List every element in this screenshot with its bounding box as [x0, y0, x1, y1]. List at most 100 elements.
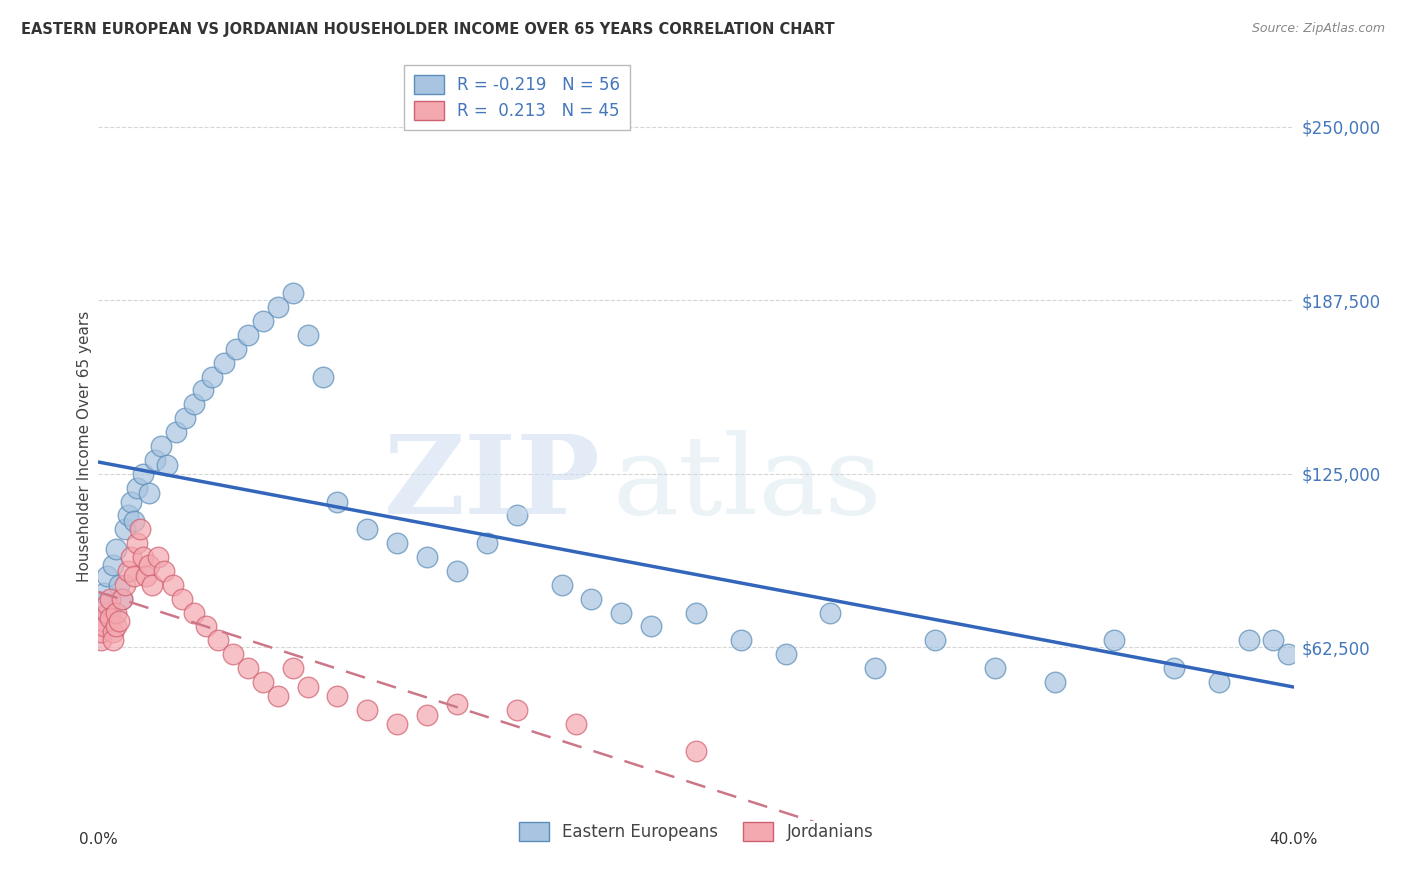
Point [172, 591, 194, 606]
Point [550, 578, 572, 592]
Point [90, 597, 112, 611]
Point [93, 586, 115, 600]
Point [201, 369, 224, 384]
Point [685, 606, 707, 620]
Point [105, 541, 128, 556]
Point [105, 619, 128, 633]
Point [127, 481, 149, 495]
Point [174, 411, 197, 425]
Point [96, 606, 118, 620]
Point [150, 439, 173, 453]
Point [236, 661, 259, 675]
Legend: Eastern Europeans, Jordanians: Eastern Europeans, Jordanians [510, 814, 882, 850]
Point [96, 597, 118, 611]
Point [93, 614, 115, 628]
Point [141, 578, 163, 592]
Point [865, 661, 887, 675]
Point [183, 397, 205, 411]
Text: Source: ZipAtlas.com: Source: ZipAtlas.com [1251, 22, 1385, 36]
Point [108, 614, 131, 628]
Point [129, 522, 152, 536]
Point [506, 703, 529, 717]
Point [311, 369, 333, 384]
Point [195, 619, 218, 633]
Point [267, 300, 290, 314]
Point [90, 624, 112, 639]
Point [610, 606, 633, 620]
Point [730, 633, 752, 648]
Point [356, 522, 378, 536]
Point [236, 328, 259, 343]
Point [111, 591, 134, 606]
Point [105, 606, 128, 620]
Point [103, 624, 125, 639]
Point [385, 536, 409, 550]
Point [281, 661, 304, 675]
Point [326, 494, 349, 508]
Point [416, 549, 439, 564]
Point [225, 342, 247, 356]
Point [132, 467, 155, 481]
Point [640, 619, 662, 633]
Text: ZIP: ZIP [384, 430, 600, 537]
Point [1163, 661, 1185, 675]
Point [114, 522, 136, 536]
Point [191, 384, 214, 398]
Point [117, 508, 139, 523]
Point [156, 458, 179, 473]
Point [446, 697, 468, 711]
Point [127, 536, 149, 550]
Point [135, 569, 157, 583]
Point [183, 606, 205, 620]
Point [356, 703, 378, 717]
Point [506, 508, 529, 523]
Point [108, 578, 131, 592]
Point [124, 569, 146, 583]
Point [685, 744, 707, 758]
Text: EASTERN EUROPEAN VS JORDANIAN HOUSEHOLDER INCOME OVER 65 YEARS CORRELATION CHART: EASTERN EUROPEAN VS JORDANIAN HOUSEHOLDE… [21, 22, 835, 37]
Point [222, 647, 245, 661]
Point [297, 328, 319, 343]
Point [297, 681, 319, 695]
Point [120, 494, 142, 508]
Point [775, 647, 797, 661]
Point [162, 578, 184, 592]
Point [153, 564, 176, 578]
Point [326, 689, 349, 703]
Point [165, 425, 187, 439]
Point [565, 716, 588, 731]
Point [117, 564, 139, 578]
Point [1208, 674, 1230, 689]
Point [212, 356, 235, 370]
Point [820, 606, 842, 620]
Point [207, 633, 229, 648]
Point [416, 708, 439, 723]
Point [124, 514, 146, 528]
Point [1237, 633, 1260, 648]
Point [581, 591, 603, 606]
Point [138, 558, 160, 573]
Point [446, 564, 468, 578]
Point [138, 486, 160, 500]
Point [103, 633, 125, 648]
Point [984, 661, 1007, 675]
Point [96, 569, 118, 583]
Point [98, 606, 122, 620]
Point [252, 314, 274, 328]
Text: atlas: atlas [613, 430, 882, 537]
Point [475, 536, 498, 550]
Point [281, 286, 304, 301]
Point [114, 578, 136, 592]
Point [111, 591, 134, 606]
Point [385, 716, 409, 731]
Point [267, 689, 290, 703]
Point [90, 633, 112, 648]
Point [93, 619, 115, 633]
Point [132, 549, 155, 564]
Point [1043, 674, 1066, 689]
Point [924, 633, 946, 648]
Point [252, 674, 274, 689]
Point [143, 453, 166, 467]
Point [1104, 633, 1126, 648]
Point [1277, 647, 1299, 661]
